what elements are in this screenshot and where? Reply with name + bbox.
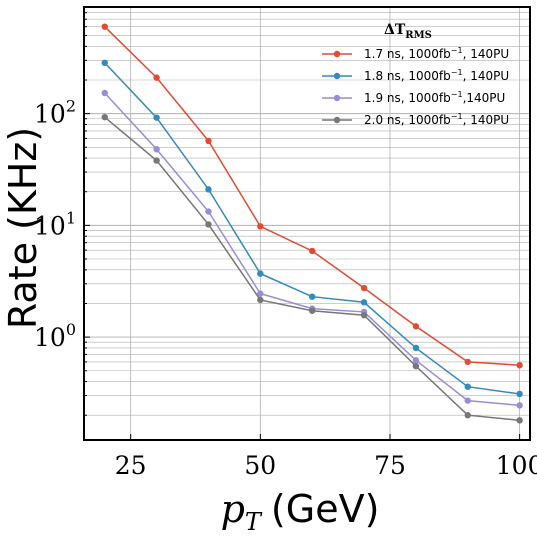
data-point (412, 362, 420, 370)
series-layer (101, 23, 523, 424)
data-point (308, 247, 316, 255)
data-point (360, 284, 368, 292)
legend-label-main: 1.8 ns, 1000fb (364, 69, 451, 83)
y-axis-title: Rate (KHz) (1, 127, 45, 329)
legend-label: 1.7 ns, 1000fb−1, 140PU (364, 46, 509, 61)
y-tick-label: 102 (34, 97, 76, 129)
x-axis-title-unit: (GeV) (271, 487, 379, 531)
y-tick-base: 10 (34, 211, 66, 240)
data-point (516, 402, 523, 409)
data-point (205, 221, 212, 228)
data-point (257, 270, 264, 277)
data-point (516, 390, 523, 398)
series-line (104, 26, 520, 366)
series-4 (101, 113, 523, 424)
data-point (153, 74, 160, 81)
series-2 (101, 59, 523, 398)
data-point (464, 383, 471, 390)
series-1 (101, 23, 523, 369)
data-point (360, 312, 368, 319)
x-tick-label: 50 (244, 451, 276, 480)
data-point (412, 323, 420, 330)
legend-entry: 2.0 ns, 1000fb−1, 140PU (322, 112, 509, 127)
legend-entry: 1.9 ns, 1000fb−1,140PU (322, 90, 505, 105)
x-axis-title: pT (GeV) (221, 487, 380, 536)
legend-label-exponent: −1 (451, 68, 463, 77)
y-tick-label: 101 (34, 208, 76, 240)
tick-marks (84, 6, 521, 440)
data-point (205, 186, 212, 193)
x-axis-title-sub: T (245, 508, 263, 536)
legend-marker-swatch (333, 94, 341, 102)
x-tick-labels: 25 50 75 100 (115, 451, 537, 480)
data-point (205, 208, 212, 215)
legend-label-main: 2.0 ns, 1000fb (364, 113, 451, 127)
legend-label-main: 1.9 ns, 1000fb (364, 91, 451, 105)
data-point (153, 146, 160, 153)
legend-label-suffix: , 140PU (463, 113, 510, 127)
data-point (153, 114, 160, 121)
x-tick-label: 25 (115, 451, 147, 480)
data-point (101, 113, 108, 121)
data-point (464, 358, 471, 366)
y-tick-exponent: 0 (66, 320, 76, 339)
data-point (257, 296, 264, 304)
legend-title: ΔTRMS (384, 22, 432, 41)
y-tick-base: 10 (34, 100, 66, 129)
y-tick-exponent: 1 (66, 208, 76, 227)
plot-frame (83, 6, 531, 441)
legend-marker-swatch (333, 50, 341, 58)
data-point (360, 299, 368, 306)
data-point (101, 59, 108, 67)
data-point (101, 89, 108, 97)
legend-label-suffix: , 140PU (463, 47, 510, 61)
data-point (153, 157, 160, 164)
legend-label-exponent: −1 (451, 46, 463, 55)
legend-label-main: 1.7 ns, 1000fb (364, 47, 451, 61)
data-point (308, 293, 316, 300)
legend-label: 1.9 ns, 1000fb−1,140PU (364, 90, 505, 105)
data-point (412, 344, 420, 352)
x-axis-title-var: p (221, 487, 245, 531)
legend-marker-swatch (333, 116, 341, 124)
legend-label-suffix: ,140PU (463, 91, 506, 105)
legend-title-main: ΔT (384, 22, 406, 38)
x-tick-label: 100 (496, 451, 537, 480)
legend-title-sub: RMS (405, 30, 432, 41)
legend-marker-swatch (333, 72, 341, 80)
y-tick-exponent: 2 (66, 97, 76, 116)
legend-label-exponent: −1 (451, 112, 463, 121)
data-point (257, 290, 264, 297)
y-tick-label: 100 (34, 320, 76, 352)
data-point (412, 357, 420, 364)
legend-label-exponent: −1 (451, 90, 463, 99)
legend-entry: 1.8 ns, 1000fb−1, 140PU (322, 68, 509, 83)
data-point (257, 223, 264, 230)
data-point (464, 397, 471, 404)
legend-label: 2.0 ns, 1000fb−1, 140PU (364, 112, 509, 127)
data-point (205, 137, 212, 145)
data-point (516, 362, 523, 369)
data-point (101, 23, 108, 30)
legend-label: 1.8 ns, 1000fb−1, 140PU (364, 68, 509, 83)
y-tick-base: 10 (34, 323, 66, 352)
legend-entry: 1.7 ns, 1000fb−1, 140PU (322, 46, 509, 61)
legend-label-suffix: , 140PU (463, 69, 510, 83)
data-point (308, 307, 316, 314)
data-point (464, 412, 471, 419)
data-point (516, 417, 523, 424)
x-tick-label: 75 (374, 451, 406, 480)
